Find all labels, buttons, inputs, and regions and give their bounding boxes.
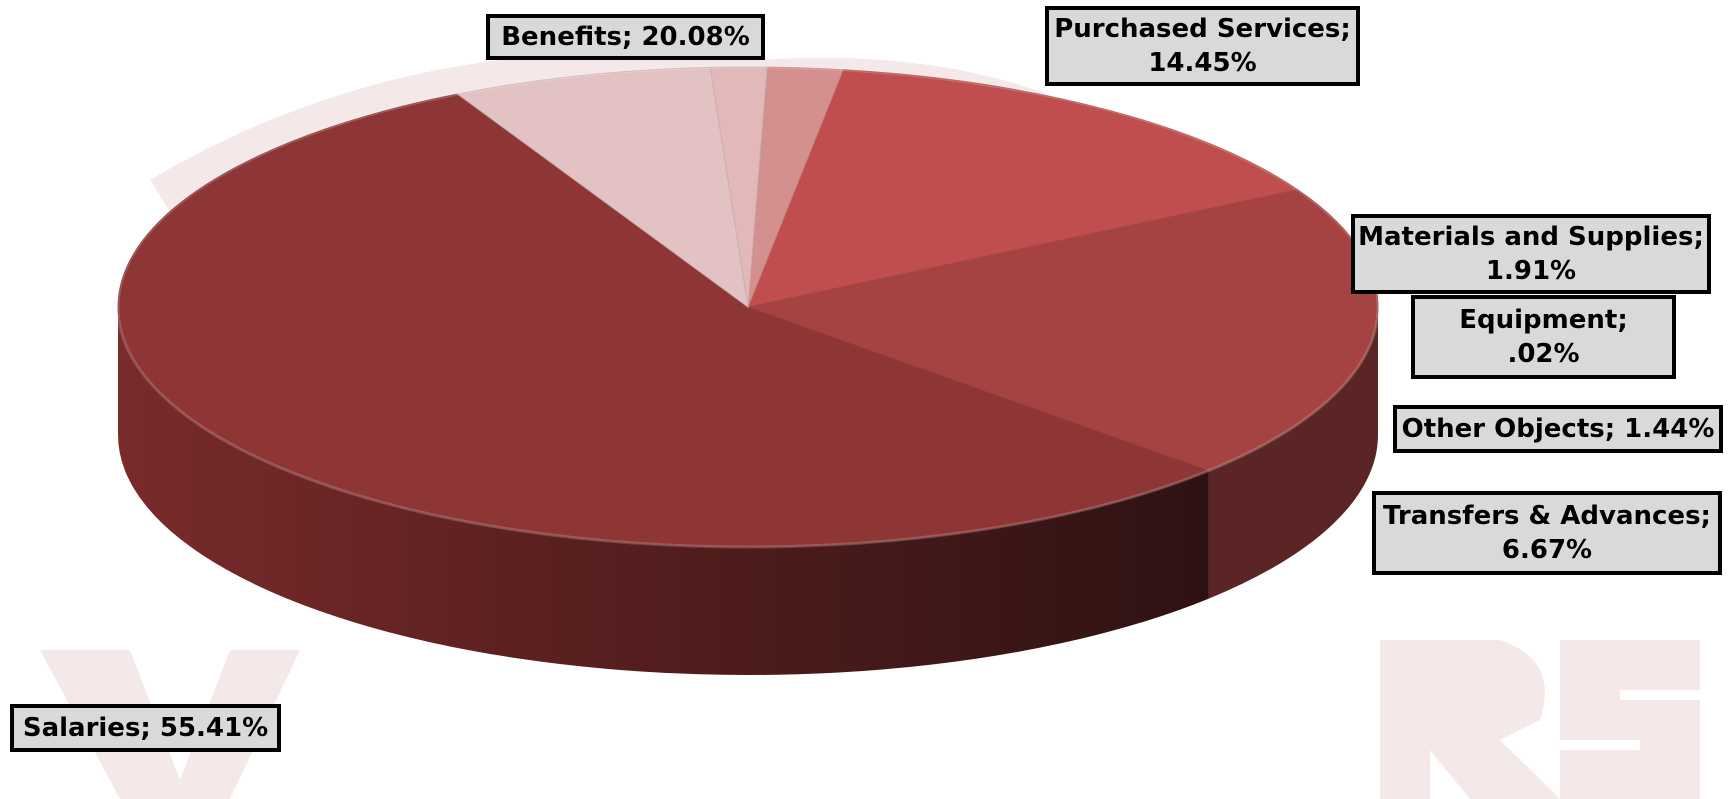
pie-side-salaries (118, 307, 1209, 675)
data-label-materials-and-supplies: Materials and Supplies; 1.91% (1351, 214, 1711, 294)
data-label-purchased-services: Purchased Services; 14.45% (1045, 6, 1360, 86)
pie-slice-salaries (117, 93, 1210, 548)
pie-slices (116, 65, 1380, 549)
data-label-other-objects: Other Objects; 1.44% (1393, 405, 1723, 453)
data-label-transfers-advances: Transfers & Advances; 6.67% (1372, 491, 1722, 575)
pie-slice-transfers-and-advances (456, 66, 749, 309)
pie-slice-benefits (746, 189, 1379, 472)
pie-rim-highlight (116, 65, 1380, 549)
pie-side-benefits (1208, 307, 1378, 599)
pie-side-walls (118, 307, 1378, 675)
data-label-benefits: Benefits; 20.08% (486, 14, 765, 60)
data-label-equipment: Equipment; .02% (1411, 295, 1676, 379)
pie-slice-purchased-services (747, 69, 1299, 308)
data-label-salaries: Salaries; 55.41% (10, 704, 281, 752)
